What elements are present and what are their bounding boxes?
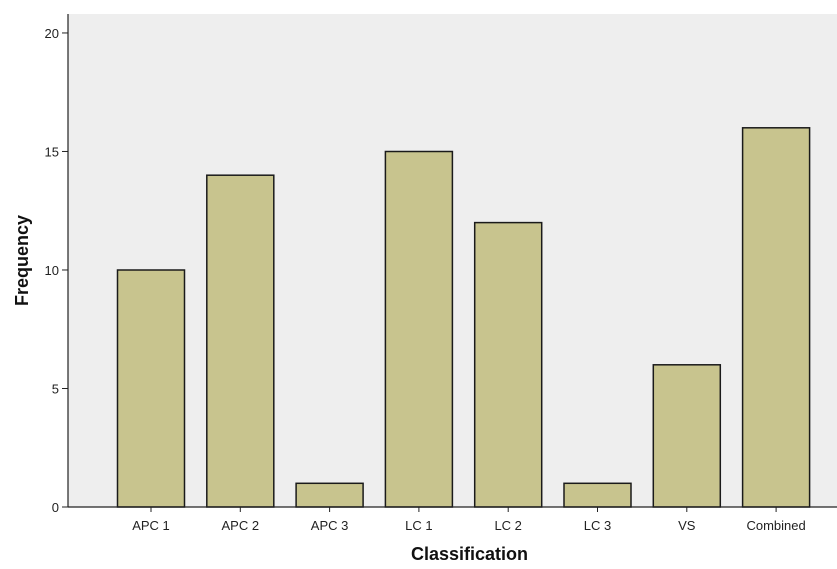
y-tick-label: 0: [52, 500, 59, 515]
y-axis-ticks: 0 5 10 15 20: [45, 26, 68, 515]
x-tick-label: APC 3: [311, 518, 349, 533]
bar-apc-1: [116, 269, 186, 508]
x-tick-label: LC 1: [405, 518, 432, 533]
bar-lc-3: [563, 482, 632, 508]
bar-vs: [652, 364, 722, 508]
bar-lc-1: [384, 150, 454, 508]
y-tick-label: 20: [45, 26, 59, 41]
x-tick-label: LC 2: [494, 518, 521, 533]
x-tick-label: Combined: [746, 518, 805, 533]
bar-combined: [741, 127, 811, 508]
x-tick-label: VS: [678, 518, 696, 533]
x-axis-title: Classification: [411, 544, 528, 564]
x-tick-label: APC 2: [222, 518, 260, 533]
x-tick-label: APC 1: [132, 518, 170, 533]
y-axis-title: Frequency: [12, 215, 32, 306]
y-tick-label: 5: [52, 381, 59, 396]
bar-apc-3: [295, 482, 364, 508]
y-tick-label: 10: [45, 263, 59, 278]
y-tick-label: 15: [45, 144, 59, 159]
bar-apc-2: [206, 174, 275, 508]
x-axis-ticks: APC 1 APC 2 APC 3 LC 1 LC 2 LC 3 VS Combined: [132, 507, 806, 533]
bar-lc-2: [473, 221, 543, 508]
bars-group: [116, 127, 811, 508]
x-tick-label: LC 3: [584, 518, 611, 533]
